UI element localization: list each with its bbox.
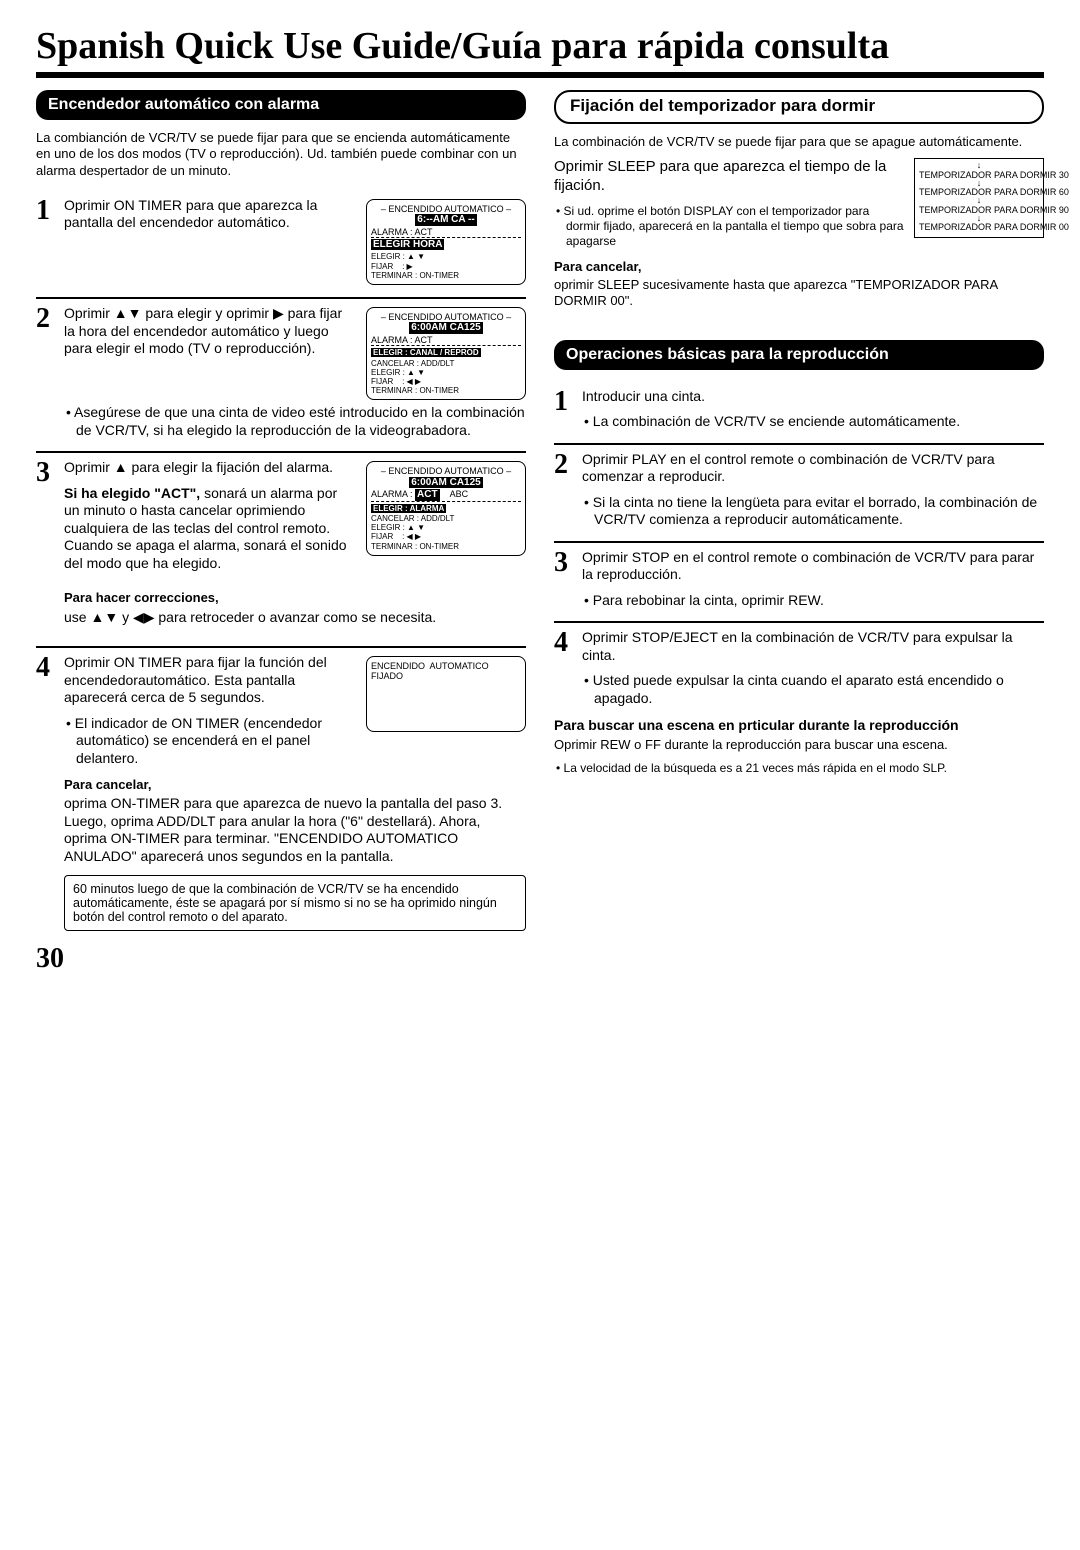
- play-step1-num: 1: [554, 388, 574, 431]
- play-step3-note: Para rebobinar la cinta, oprimir REW.: [582, 592, 1044, 610]
- step4-note: El indicador de ON TIMER (encendedor aut…: [64, 715, 356, 768]
- step4-cancel-body: oprima ON-TIMER para que aparezca de nue…: [64, 795, 526, 865]
- step1-num: 1: [36, 197, 56, 285]
- step3-display: – ENCENDIDO AUTOMATICO – 6:00AM CA125 AL…: [366, 461, 526, 555]
- play-step4-note: Usted puede expulsar la cinta cuando el …: [582, 672, 1044, 707]
- step4-box-note: 60 minutos luego de que la combinación d…: [64, 875, 526, 931]
- sleep-main: Oprimir SLEEP para que aparezca el tiemp…: [554, 158, 904, 196]
- right-column: Fijación del temporizador para dormir La…: [554, 90, 1044, 975]
- step4-text: Oprimir ON TIMER para fijar la función d…: [64, 654, 356, 707]
- step3-corr-head: Para hacer correcciones,: [64, 590, 526, 606]
- search-note: La velocidad de la búsqueda es a 21 vece…: [554, 761, 1044, 776]
- play-step2-num: 2: [554, 451, 574, 529]
- sleep-heading: Fijación del temporizador para dormir: [554, 90, 1044, 124]
- step4-num: 4: [36, 654, 56, 931]
- sleep-note: Si ud. oprime el botón DISPLAY con el te…: [554, 204, 904, 249]
- step2-text: Oprimir ▲▼ para elegir y oprimir ▶ para …: [64, 305, 356, 358]
- step4-cancel-head: Para cancelar,: [64, 777, 526, 793]
- step2-note: Asegúrese de que una cinta de video esté…: [64, 404, 526, 439]
- step1-text: Oprimir ON TIMER para que aparezca la pa…: [64, 197, 356, 232]
- play-step3-text: Oprimir STOP en el control remote o comb…: [582, 549, 1044, 584]
- step4-display: ENCENDIDO AUTOMATICO FIJADO: [366, 656, 526, 732]
- sleep-cancel-head: Para cancelar,: [554, 259, 1044, 275]
- play-heading: Operaciones básicas para la reproducción: [554, 340, 1044, 370]
- play-step4-text: Oprimir STOP/EJECT en la combinación de …: [582, 629, 1044, 664]
- play-step4-num: 4: [554, 629, 574, 707]
- step3-num: 3: [36, 459, 56, 634]
- left-column: Encendedor automático con alarma La comb…: [36, 90, 526, 975]
- title-rule: [36, 72, 1044, 78]
- play-step1-note: La combinación de VCR/TV se enciende aut…: [582, 413, 1044, 431]
- play-step3-num: 3: [554, 549, 574, 610]
- step1-display: – ENCENDIDO AUTOMATICO – 6:--AM CA -- AL…: [366, 199, 526, 285]
- step3-corr-body: use ▲▼ y ◀▶ para retroceder o avanzar co…: [64, 609, 526, 627]
- sleep-intro: La combinación de VCR/TV se puede fijar …: [554, 134, 1044, 150]
- sleep-timer-box: ↓ TEMPORIZADOR PARA DORMIR 30 ↓ TEMPORIZ…: [914, 158, 1044, 238]
- search-head: Para buscar una escena en prticular dura…: [554, 717, 1044, 735]
- step2-display: – ENCENDIDO AUTOMATICO – 6:00AM CA125 AL…: [366, 307, 526, 400]
- play-step1-text: Introducir una cinta.: [582, 388, 1044, 406]
- step2-num: 2: [36, 305, 56, 439]
- left-intro: La combianción de VCR/TV se puede fijar …: [36, 130, 526, 179]
- search-body: Oprimir REW o FF durante la reproducción…: [554, 737, 1044, 753]
- play-step2-note: Si la cinta no tiene la lengüeta para ev…: [582, 494, 1044, 529]
- page-number: 30: [36, 943, 526, 975]
- step3-after: Si ha elegido "ACT", sonará un alarma po…: [64, 485, 356, 573]
- sleep-cancel-body: oprimir SLEEP sucesivamente hasta que ap…: [554, 277, 1044, 310]
- left-section-heading: Encendedor automático con alarma: [36, 90, 526, 120]
- step3-text: Oprimir ▲ para elegir la fijación del al…: [64, 459, 356, 477]
- page-title: Spanish Quick Use Guide/Guía para rápida…: [36, 24, 1044, 68]
- play-step2-text: Oprimir PLAY en el control remote o comb…: [582, 451, 1044, 486]
